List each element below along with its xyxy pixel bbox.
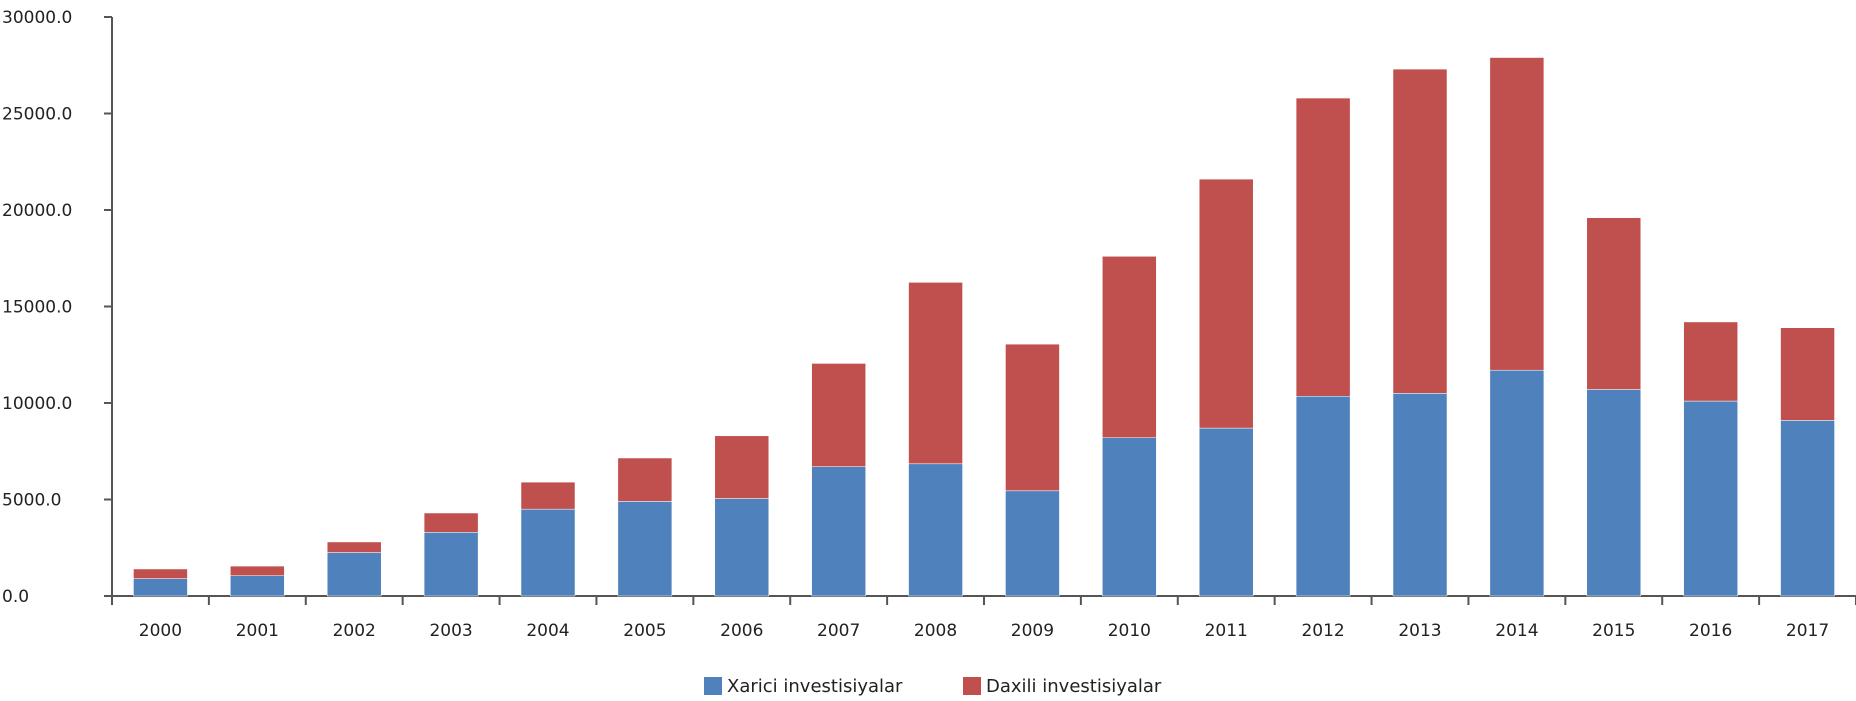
bar-xarici-2003 xyxy=(423,532,479,597)
bar-daxili-2008 xyxy=(908,282,963,465)
x-tick-label: 2013 xyxy=(1398,621,1441,641)
x-tick-label: 2011 xyxy=(1205,621,1248,641)
bar-xarici-2012 xyxy=(1295,395,1351,597)
bar-daxili-2017 xyxy=(1780,327,1835,421)
bar-xarici-2011 xyxy=(1198,427,1254,597)
y-tick-label: 30000.0 xyxy=(2,8,72,28)
legend: Xarici investisiyalar Daxili investisiya… xyxy=(704,676,1162,697)
bar-xarici-2010 xyxy=(1102,437,1157,597)
y-axis: 0.0 5000.0 10000.0 15000.0 20000.0 25000.0 300… xyxy=(2,8,113,607)
x-tick-label: 2000 xyxy=(139,621,182,641)
legend-label-daxili: Daxili investisiyalar xyxy=(986,676,1162,697)
bar-daxili-2014 xyxy=(1489,57,1545,371)
y-tick-label: 15000.0 xyxy=(2,298,72,318)
bar-xarici-2014 xyxy=(1489,369,1545,597)
bar-xarici-2007 xyxy=(811,466,866,597)
x-tick-label: 2016 xyxy=(1689,621,1732,641)
bar-xarici-2015 xyxy=(1586,389,1642,597)
x-tick-label: 2003 xyxy=(429,621,472,641)
bar-xarici-2002 xyxy=(326,552,382,597)
legend-swatch-xarici xyxy=(704,677,722,695)
legend-label-xarici: Xarici investisiyalar xyxy=(727,676,903,697)
x-tick-label: 2001 xyxy=(236,621,279,641)
bar-daxili-2011 xyxy=(1198,178,1254,429)
bar-daxili-2009 xyxy=(1005,343,1060,492)
bar-xarici-2005 xyxy=(617,501,673,597)
bar-xarici-2006 xyxy=(714,498,770,597)
x-tick-label: 2002 xyxy=(333,621,376,641)
x-tick-label: 2004 xyxy=(526,621,569,641)
bar-daxili-2016 xyxy=(1683,321,1738,402)
x-tick-label: 2017 xyxy=(1786,621,1829,641)
bar-daxili-2010 xyxy=(1102,256,1157,438)
x-tick-label: 2009 xyxy=(1011,621,1054,641)
bar-daxili-2013 xyxy=(1392,68,1448,394)
bar-daxili-2002 xyxy=(326,541,382,553)
y-tick-label: 25000.0 xyxy=(2,105,72,125)
bar-xarici-2013 xyxy=(1392,393,1448,597)
bar-daxili-2005 xyxy=(617,457,673,502)
bar-daxili-2006 xyxy=(714,435,770,499)
x-tick-label: 2005 xyxy=(623,621,666,641)
x-tick-label: 2008 xyxy=(914,621,957,641)
bar-daxili-2007 xyxy=(811,363,866,467)
bar-xarici-2001 xyxy=(230,575,285,597)
bar-daxili-2003 xyxy=(423,512,479,533)
x-tick-label: 2012 xyxy=(1301,621,1344,641)
bars-group xyxy=(133,57,1835,597)
x-tick-label: 2007 xyxy=(817,621,860,641)
bar-xarici-2016 xyxy=(1683,400,1738,597)
y-tick-label: 0.0 xyxy=(2,587,29,607)
y-tick-label: 5000.0 xyxy=(2,491,61,511)
x-tick-label: 2015 xyxy=(1592,621,1635,641)
legend-swatch-daxili xyxy=(963,677,981,695)
y-tick-label: 10000.0 xyxy=(2,394,72,414)
bar-daxili-2012 xyxy=(1295,97,1351,397)
bar-xarici-2004 xyxy=(520,508,576,597)
bar-daxili-2000 xyxy=(133,568,188,579)
x-axis: 2000 2001 2002 2003 2004 2005 2006 2007 2008 2009… xyxy=(111,595,1856,641)
x-tick-label: 2006 xyxy=(720,621,763,641)
bar-xarici-2008 xyxy=(908,463,963,597)
bar-xarici-2009 xyxy=(1005,490,1060,597)
bar-daxili-2004 xyxy=(520,481,576,510)
bar-daxili-2001 xyxy=(230,565,285,576)
x-tick-label: 2010 xyxy=(1108,621,1151,641)
bar-xarici-2000 xyxy=(133,578,188,597)
bar-daxili-2015 xyxy=(1586,217,1642,390)
bar-xarici-2017 xyxy=(1780,420,1835,597)
x-tick-label: 2014 xyxy=(1495,621,1538,641)
y-tick-label: 20000.0 xyxy=(2,201,72,221)
